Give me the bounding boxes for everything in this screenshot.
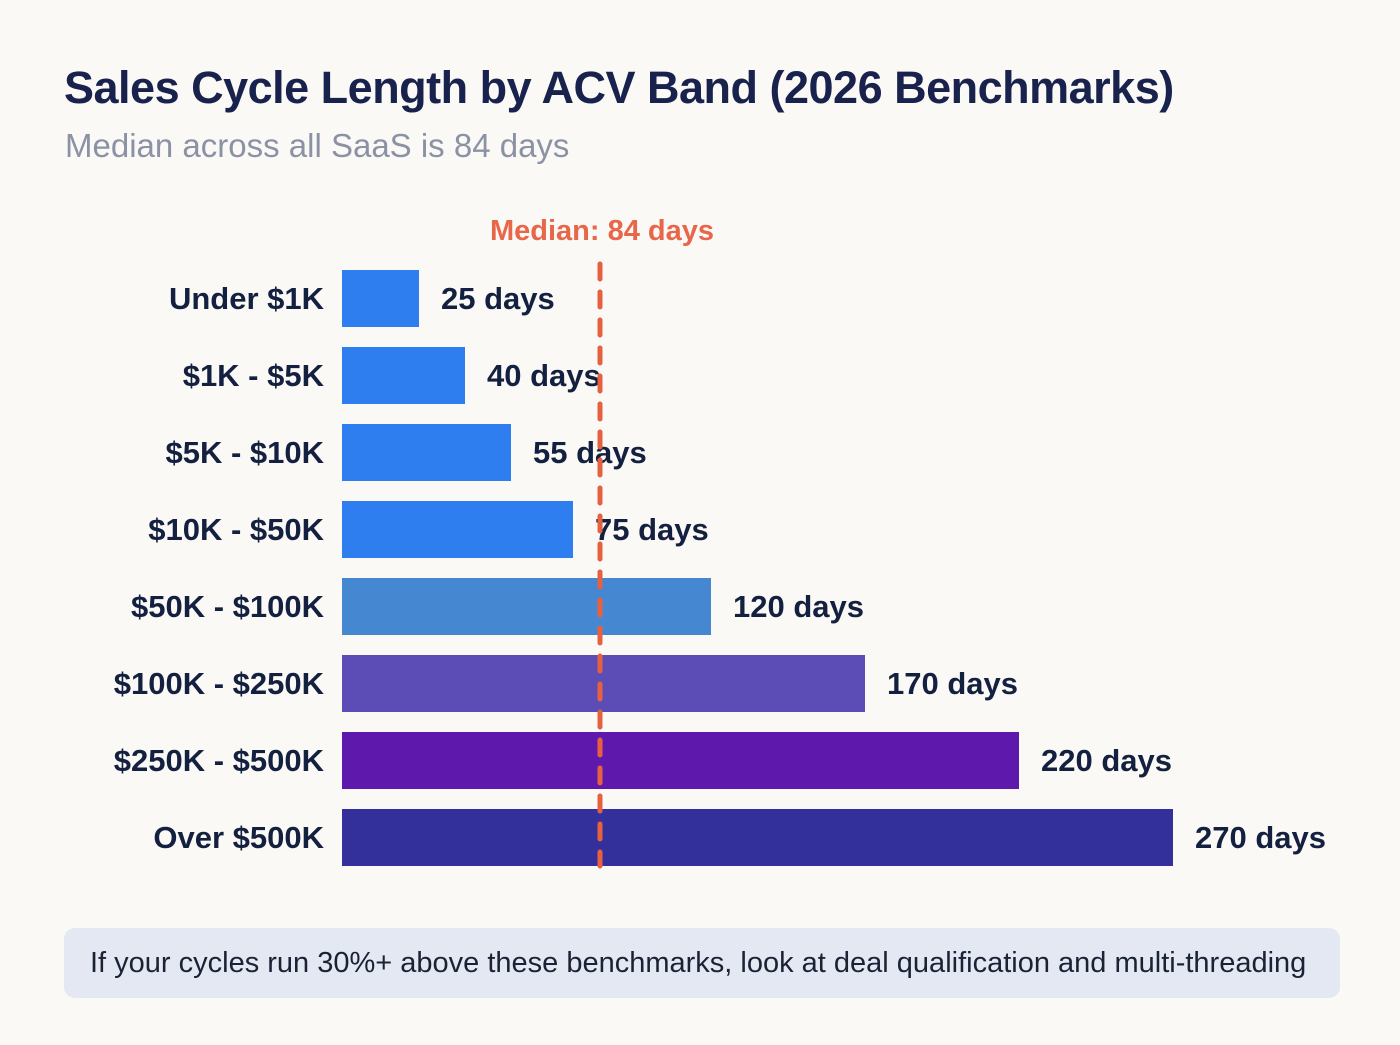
chart-title: Sales Cycle Length by ACV Band (2026 Ben… — [64, 62, 1174, 113]
bar-over-500k — [342, 809, 1173, 866]
chart-subtitle: Median across all SaaS is 84 days — [65, 127, 570, 164]
category-label: $50K - $100K — [130, 588, 324, 624]
value-label: 120 days — [733, 588, 864, 624]
category-label: $5K - $10K — [165, 434, 324, 470]
category-label: $250K - $500K — [113, 742, 324, 778]
bar-100k-250k — [342, 655, 865, 712]
value-label: 75 days — [595, 511, 709, 547]
chart-row: $10K - $50K 75 days — [0, 501, 1326, 558]
chart-row: $1K - $5K 40 days — [0, 347, 1326, 404]
chart-row: $5K - $10K 55 days — [0, 424, 1326, 481]
benchmark-note-text: If your cycles run 30%+ above these benc… — [90, 946, 1307, 979]
value-label: 170 days — [887, 665, 1018, 701]
chart-row: $50K - $100K 120 days — [0, 578, 1326, 635]
value-label: 40 days — [487, 357, 601, 393]
category-label: Over $500K — [153, 819, 324, 855]
bar-10k-50k — [342, 501, 573, 558]
median-annotation-label: Median: 84 days — [489, 215, 715, 247]
value-label: 270 days — [1195, 819, 1326, 855]
category-label: $100K - $250K — [113, 665, 324, 701]
category-label: $1K - $5K — [182, 357, 324, 393]
bar-under-1k — [342, 270, 419, 327]
bar-1k-5k — [342, 347, 465, 404]
category-label: Under $1K — [168, 280, 324, 316]
chart-rows: Under $1K 25 days $1K - $5K 40 days $5K - $1… — [0, 270, 1326, 886]
value-label: 25 days — [441, 280, 555, 316]
bar-50k-100k — [342, 578, 711, 635]
chart-row: $250K - $500K 220 days — [0, 732, 1326, 789]
benchmark-note: If your cycles run 30%+ above these benc… — [64, 928, 1340, 998]
bar-250k-500k — [342, 732, 1019, 789]
bar-5k-10k — [342, 424, 511, 481]
chart-row: $100K - $250K 170 days — [0, 655, 1326, 712]
chart-row: Under $1K 25 days — [0, 270, 1326, 327]
value-label: 220 days — [1041, 742, 1172, 778]
category-label: $10K - $50K — [148, 511, 324, 547]
value-label: 55 days — [533, 434, 647, 470]
chart-row: Over $500K 270 days — [0, 809, 1326, 866]
